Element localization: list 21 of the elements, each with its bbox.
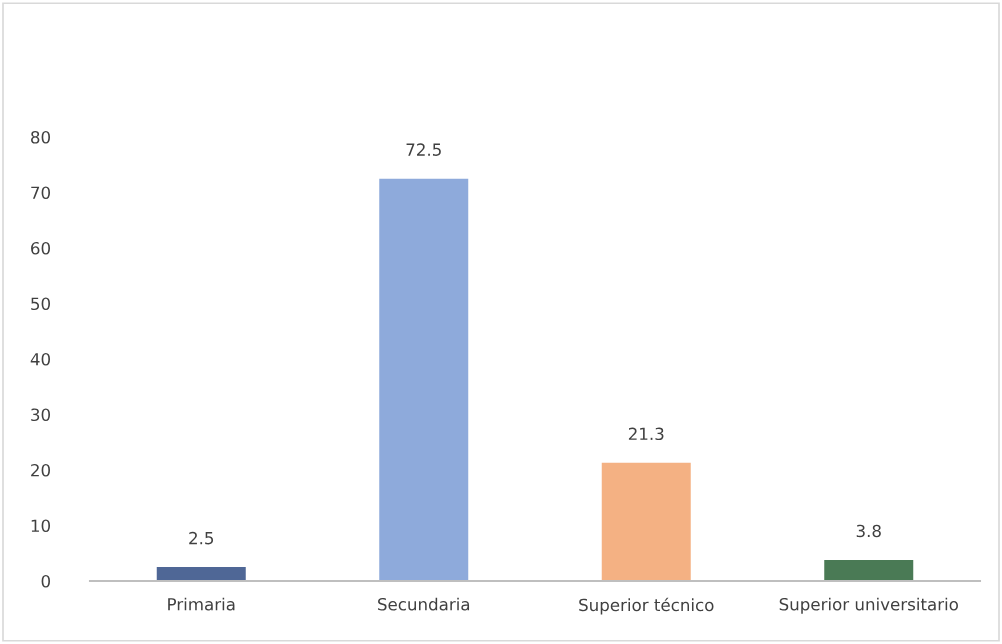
y-tick-label: 40 xyxy=(30,352,50,366)
y-tick-label: 70 xyxy=(31,186,50,200)
y-tick-label: 10 xyxy=(31,519,50,533)
y-tick-label: 80 xyxy=(31,130,50,144)
x-tick-label: Primaria xyxy=(168,597,235,611)
y-tick-label: 60 xyxy=(31,241,50,255)
x-tick-label: Superior universitario xyxy=(779,597,958,614)
y-tick-label: 30 xyxy=(31,408,50,422)
bar xyxy=(379,178,469,581)
data-label: 2.5 xyxy=(189,531,214,545)
bar xyxy=(824,559,914,581)
data-label: 72.5 xyxy=(406,143,441,156)
bar xyxy=(601,462,691,581)
x-tick-label: Secundaria xyxy=(378,597,470,611)
y-tick-label: 20 xyxy=(31,463,50,477)
data-label: 21.3 xyxy=(628,427,664,441)
data-label: 3.8 xyxy=(856,524,881,538)
y-tick-label: 50 xyxy=(31,297,50,311)
bar xyxy=(156,567,246,581)
y-tick-label: 0 xyxy=(41,574,50,588)
x-tick-label: Superior técnico xyxy=(579,597,714,615)
